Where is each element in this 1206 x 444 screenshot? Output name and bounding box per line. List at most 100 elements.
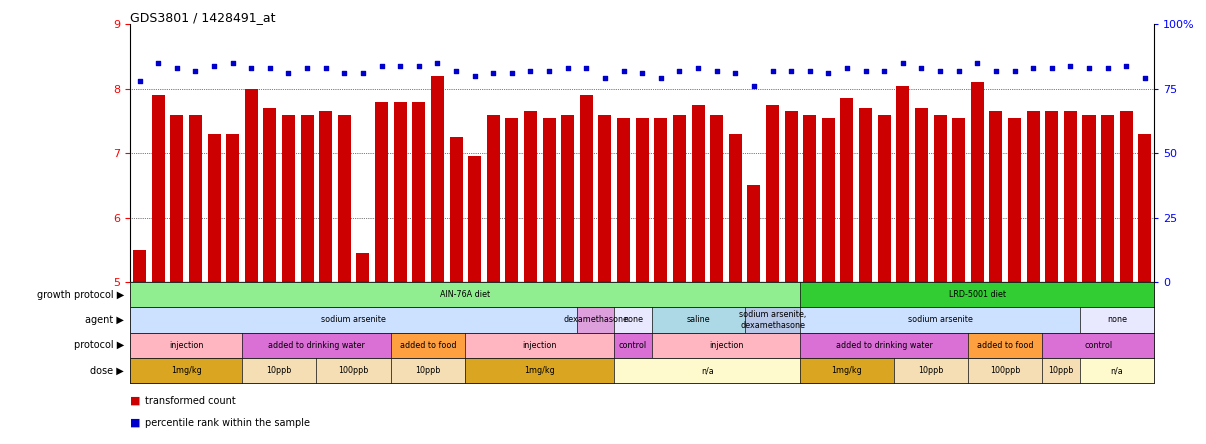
Point <box>502 70 521 77</box>
Text: GDS3801 / 1428491_at: GDS3801 / 1428491_at <box>130 12 276 24</box>
Bar <box>766 105 779 282</box>
Point <box>186 67 205 74</box>
Bar <box>821 118 835 282</box>
Text: agent ▶: agent ▶ <box>86 315 124 325</box>
Point <box>409 62 428 69</box>
Bar <box>859 108 872 282</box>
Bar <box>375 102 388 282</box>
Point <box>1005 67 1024 74</box>
Bar <box>130 333 242 358</box>
Bar <box>130 358 242 383</box>
Point <box>912 65 931 72</box>
Text: n/a: n/a <box>701 366 714 375</box>
Bar <box>1079 307 1154 333</box>
Text: protocol ▶: protocol ▶ <box>74 340 124 350</box>
Text: control: control <box>619 341 646 350</box>
Bar <box>391 333 466 358</box>
Text: 100ppb: 100ppb <box>990 366 1020 375</box>
Bar <box>242 333 391 358</box>
Text: AIN-76A diet: AIN-76A diet <box>440 290 491 299</box>
Bar <box>748 186 761 282</box>
Bar <box>841 99 854 282</box>
Text: dexamethasone: dexamethasone <box>563 315 628 325</box>
Bar <box>466 333 614 358</box>
Text: control: control <box>1084 341 1112 350</box>
Bar <box>226 134 239 282</box>
Bar <box>878 115 891 282</box>
Bar <box>710 115 724 282</box>
Bar <box>561 115 574 282</box>
Text: sodium arsenite: sodium arsenite <box>321 315 386 325</box>
Bar <box>580 95 593 282</box>
Text: none: none <box>1107 315 1126 325</box>
Text: saline: saline <box>686 315 710 325</box>
Point <box>1024 65 1043 72</box>
Text: 1mg/kg: 1mg/kg <box>832 366 862 375</box>
Text: 100ppb: 100ppb <box>339 366 369 375</box>
Bar <box>282 115 295 282</box>
Point <box>1135 75 1154 82</box>
Text: added to food: added to food <box>977 341 1034 350</box>
Bar <box>636 118 649 282</box>
Bar <box>152 95 165 282</box>
Point <box>335 70 355 77</box>
Text: none: none <box>622 315 643 325</box>
Text: transformed count: transformed count <box>145 396 235 406</box>
Bar <box>468 156 481 282</box>
Text: 1mg/kg: 1mg/kg <box>525 366 555 375</box>
Point <box>391 62 410 69</box>
Point <box>539 67 558 74</box>
Bar <box>1138 134 1152 282</box>
Point <box>130 78 150 85</box>
Bar <box>1079 358 1154 383</box>
Text: injection: injection <box>169 341 204 350</box>
Bar <box>300 115 314 282</box>
Point <box>819 70 838 77</box>
Text: ■: ■ <box>130 396 141 406</box>
Point <box>279 70 298 77</box>
Bar <box>1026 111 1040 282</box>
Bar <box>431 76 444 282</box>
Text: sodium arsenite,
dexamethasone: sodium arsenite, dexamethasone <box>739 310 806 329</box>
Bar <box>338 115 351 282</box>
Point <box>260 65 280 72</box>
Point <box>241 65 260 72</box>
Point <box>1042 65 1061 72</box>
Bar <box>263 108 276 282</box>
Point <box>223 59 242 67</box>
Bar <box>598 115 611 282</box>
Point <box>651 75 671 82</box>
Bar <box>130 307 576 333</box>
Bar <box>133 250 146 282</box>
Point <box>874 67 894 74</box>
Bar <box>971 83 984 282</box>
Bar <box>242 358 316 383</box>
Bar <box>450 137 463 282</box>
Point <box>371 62 391 69</box>
Bar <box>393 102 406 282</box>
Point <box>837 65 856 72</box>
Text: injection: injection <box>522 341 557 350</box>
Text: growth protocol ▶: growth protocol ▶ <box>37 289 124 300</box>
Point <box>148 59 168 67</box>
Text: 10ppb: 10ppb <box>267 366 292 375</box>
Bar <box>1083 115 1095 282</box>
Bar <box>357 253 369 282</box>
Text: percentile rank within the sample: percentile rank within the sample <box>145 418 310 428</box>
Point <box>1079 65 1099 72</box>
Point <box>521 67 540 74</box>
Point <box>446 67 466 74</box>
Bar <box>543 118 556 282</box>
Text: 10ppb: 10ppb <box>1048 366 1073 375</box>
Point <box>949 67 968 74</box>
Point <box>558 65 578 72</box>
Point <box>894 59 913 67</box>
Point <box>1097 65 1117 72</box>
Bar <box>953 118 965 282</box>
Bar <box>466 358 614 383</box>
Bar <box>651 307 744 333</box>
Point <box>466 72 485 79</box>
Bar <box>523 111 537 282</box>
Bar <box>505 118 519 282</box>
Point <box>484 70 503 77</box>
